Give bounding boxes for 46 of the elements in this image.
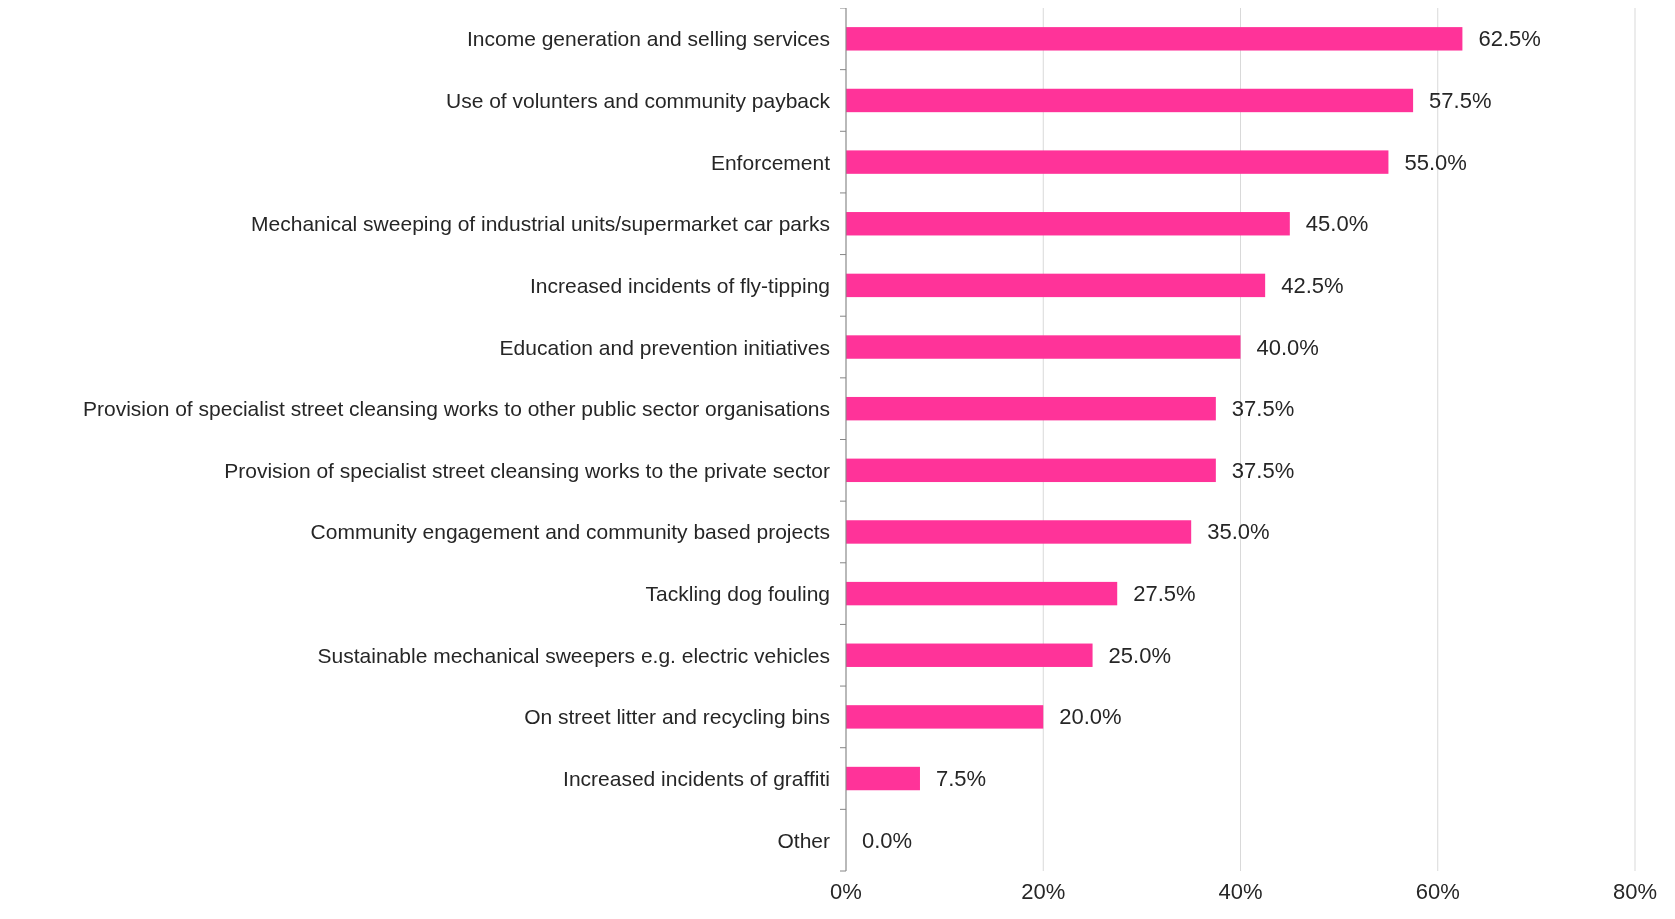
bar <box>846 27 1463 51</box>
y-tick-label: Other <box>777 828 830 852</box>
y-tick-label: Tackling dog fouling <box>645 582 830 606</box>
bar <box>846 581 1118 606</box>
data-label: 40.0% <box>1256 334 1319 360</box>
bar <box>846 458 1216 483</box>
data-label: 37.5% <box>1231 396 1295 422</box>
data-label: 25.0% <box>1108 642 1171 668</box>
y-tick-label: Sustainable mechanical sweepers e.g. electric vehicles <box>317 643 830 667</box>
data-label: 7.5% <box>935 766 987 792</box>
y-tick-label: Use of volunters and community payback <box>445 88 831 112</box>
y-tick-label: Provision of specialist street cleansing works to other public sector organisations <box>82 397 830 421</box>
data-label: 45.0% <box>1305 211 1369 237</box>
x-tick-label: 80% <box>1612 879 1658 904</box>
x-tick-label: 20% <box>1021 879 1066 904</box>
data-label: 27.5% <box>1133 581 1196 607</box>
data-label: 0.0% <box>862 827 913 853</box>
y-tick-label: Community engagement and community based projects <box>310 520 830 544</box>
bar <box>846 273 1266 298</box>
bar <box>846 520 1192 544</box>
bar <box>846 396 1216 421</box>
x-tick-label: 60% <box>1415 879 1460 904</box>
bar <box>846 212 1290 236</box>
y-tick-label: Increased incidents of graffiti <box>563 767 830 791</box>
bar <box>846 705 1044 729</box>
bar <box>846 335 1241 359</box>
data-label: 37.5% <box>1231 457 1295 483</box>
data-label: 42.5% <box>1281 272 1344 298</box>
data-label: 57.5% <box>1429 87 1492 113</box>
y-tick-label: Mechanical sweeping of industrial units/supermarket car parks <box>251 212 830 236</box>
y-tick-label: Increased incidents of fly-tipping <box>530 273 830 297</box>
bar <box>846 88 1414 113</box>
data-label: 55.0% <box>1404 149 1467 175</box>
bar <box>846 643 1093 667</box>
y-tick-label: Provision of specialist street cleansing works to the private sector <box>224 458 830 482</box>
bar <box>846 766 920 791</box>
data-label: 20.0% <box>1059 704 1122 730</box>
x-tick-label: 0% <box>830 879 862 904</box>
y-tick-label: On street litter and recycling bins <box>524 705 830 729</box>
x-tick-label: 40% <box>1218 879 1263 904</box>
bar <box>846 150 1389 174</box>
data-label: 35.0% <box>1207 519 1270 545</box>
y-tick-label: Income generation and selling services <box>466 27 830 51</box>
y-tick-label: Education and prevention initiatives <box>499 335 830 359</box>
data-label: 62.5% <box>1478 26 1541 52</box>
y-tick-label: Enforcement <box>710 150 831 174</box>
